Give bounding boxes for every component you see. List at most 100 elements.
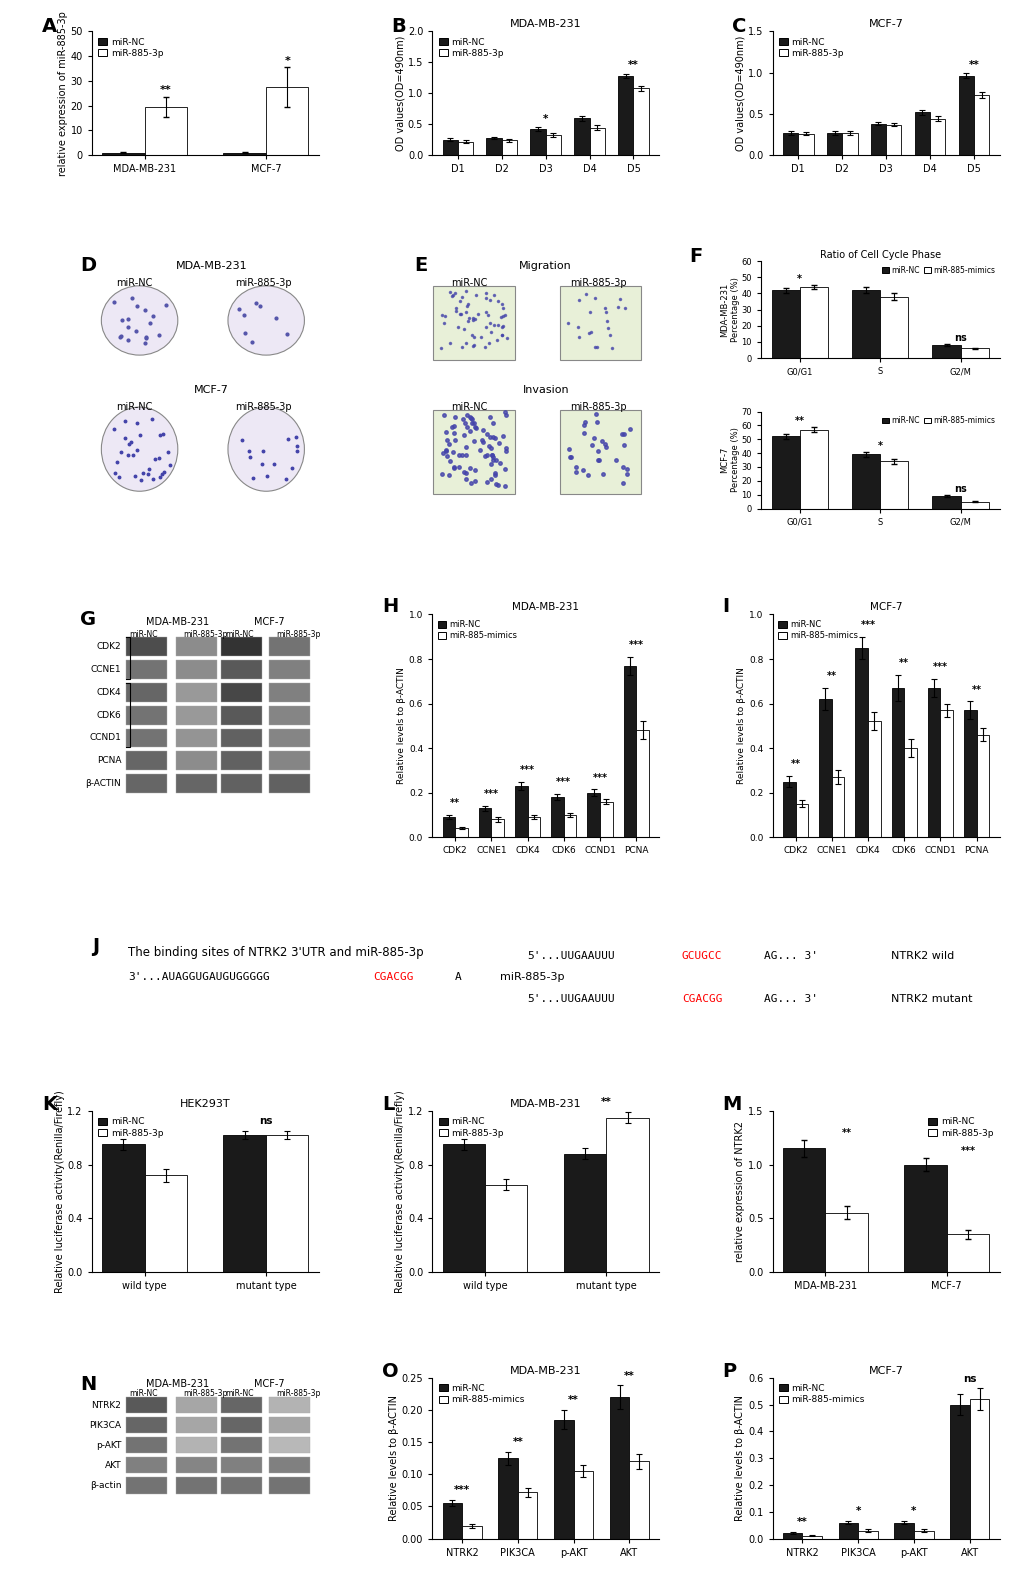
Y-axis label: relative expression of miR-885-3p: relative expression of miR-885-3p bbox=[57, 11, 67, 176]
Bar bbox=[221, 1477, 262, 1493]
Bar bbox=[269, 659, 310, 678]
Bar bbox=[175, 683, 216, 702]
Text: O: O bbox=[382, 1361, 398, 1380]
Text: B: B bbox=[391, 17, 406, 36]
Bar bbox=[125, 659, 166, 678]
Bar bbox=[783, 782, 795, 837]
Title: MDA-MB-231: MDA-MB-231 bbox=[512, 603, 579, 612]
Text: p-AKT: p-AKT bbox=[96, 1441, 121, 1449]
Text: 3'...AUAGGUGAUGUGGGGG: 3'...AUAGGUGAUGUGGGGG bbox=[128, 972, 270, 983]
Text: ns: ns bbox=[962, 1374, 975, 1383]
Bar bbox=[783, 133, 798, 155]
Bar bbox=[269, 774, 310, 793]
Bar bbox=[223, 152, 266, 155]
Legend: miR-NC, miR-885-3p: miR-NC, miR-885-3p bbox=[96, 1115, 165, 1140]
Bar bbox=[605, 1118, 648, 1272]
Bar bbox=[269, 1397, 310, 1413]
Text: **: ** bbox=[796, 1517, 807, 1528]
Text: I: I bbox=[722, 597, 730, 615]
Bar bbox=[125, 1418, 166, 1433]
Bar bbox=[269, 1437, 310, 1454]
Text: A: A bbox=[42, 17, 57, 36]
Text: MDA-MB-231: MDA-MB-231 bbox=[147, 617, 209, 626]
Text: CGACGG: CGACGG bbox=[373, 972, 414, 983]
Bar bbox=[498, 1459, 518, 1539]
Bar bbox=[950, 1405, 969, 1539]
Bar bbox=[458, 141, 473, 155]
Legend: miR-NC, miR-885-3p: miR-NC, miR-885-3p bbox=[96, 36, 165, 60]
Legend: miR-NC, miR-885-mimics: miR-NC, miR-885-mimics bbox=[880, 416, 995, 425]
Bar bbox=[491, 820, 503, 837]
Bar bbox=[175, 728, 216, 747]
Text: miR-NC: miR-NC bbox=[450, 278, 487, 289]
Text: miR-NC: miR-NC bbox=[129, 630, 158, 639]
Text: M: M bbox=[722, 1094, 742, 1113]
Bar bbox=[442, 818, 454, 837]
Text: miR-NC: miR-NC bbox=[450, 402, 487, 413]
Text: **: ** bbox=[600, 1097, 611, 1107]
Text: ***: *** bbox=[860, 620, 874, 630]
Bar bbox=[175, 1397, 216, 1413]
Y-axis label: Relative levels to β-ACTIN: Relative levels to β-ACTIN bbox=[388, 1396, 398, 1521]
Bar bbox=[175, 1418, 216, 1433]
Text: **: ** bbox=[790, 760, 800, 769]
Bar bbox=[913, 1531, 932, 1539]
Text: GCUGCC: GCUGCC bbox=[681, 950, 721, 961]
Text: *: * bbox=[876, 441, 881, 451]
Bar bbox=[929, 119, 945, 155]
Bar bbox=[973, 94, 988, 155]
Text: **: ** bbox=[449, 798, 460, 809]
Text: miR-885-3p: miR-885-3p bbox=[276, 630, 320, 639]
Text: miR-885-3p: miR-885-3p bbox=[235, 278, 291, 289]
Bar bbox=[545, 135, 560, 155]
Bar bbox=[221, 1457, 262, 1473]
Text: CDK4: CDK4 bbox=[97, 688, 121, 697]
Text: ***: *** bbox=[520, 765, 535, 776]
Text: MCF-7: MCF-7 bbox=[254, 1380, 284, 1389]
Bar bbox=[501, 140, 517, 155]
Bar bbox=[442, 1502, 462, 1539]
Bar bbox=[266, 1135, 308, 1272]
Text: miR-NC: miR-NC bbox=[116, 402, 153, 413]
Bar bbox=[102, 1145, 145, 1272]
Text: CCNE1: CCNE1 bbox=[91, 664, 121, 674]
Text: K: K bbox=[42, 1094, 57, 1113]
Text: **: ** bbox=[968, 60, 978, 69]
Title: MCF-7: MCF-7 bbox=[869, 603, 902, 612]
Text: C: C bbox=[731, 17, 746, 36]
Bar bbox=[867, 721, 879, 837]
Bar bbox=[433, 286, 515, 360]
Bar bbox=[851, 454, 879, 509]
Text: *: * bbox=[542, 113, 548, 124]
Bar bbox=[958, 75, 973, 155]
Text: ns: ns bbox=[954, 484, 966, 495]
Bar bbox=[518, 1492, 537, 1539]
Text: miR-885-3p: miR-885-3p bbox=[235, 402, 291, 413]
Bar bbox=[221, 637, 262, 656]
Bar bbox=[587, 793, 599, 837]
Y-axis label: OD values(OD=490nm): OD values(OD=490nm) bbox=[735, 36, 745, 151]
Legend: miR-NC, miR-885-3p: miR-NC, miR-885-3p bbox=[436, 36, 505, 60]
Bar bbox=[618, 75, 633, 155]
Text: MDA-MB-231: MDA-MB-231 bbox=[175, 261, 247, 272]
Text: H: H bbox=[382, 597, 398, 615]
Bar bbox=[478, 809, 491, 837]
Bar bbox=[783, 1532, 802, 1539]
Bar bbox=[125, 774, 166, 793]
Text: CGACGG: CGACGG bbox=[681, 994, 721, 1003]
Bar bbox=[486, 138, 501, 155]
Bar bbox=[636, 730, 648, 837]
Text: P: P bbox=[722, 1361, 736, 1380]
Bar bbox=[553, 1419, 573, 1539]
Bar bbox=[462, 1526, 481, 1539]
Bar bbox=[221, 1397, 262, 1413]
Bar bbox=[629, 1462, 648, 1539]
Bar bbox=[826, 133, 842, 155]
Bar bbox=[269, 1457, 310, 1473]
Bar bbox=[221, 1418, 262, 1433]
Bar bbox=[969, 1399, 988, 1539]
Bar bbox=[454, 829, 468, 837]
Ellipse shape bbox=[228, 407, 304, 491]
Bar bbox=[125, 728, 166, 747]
Y-axis label: relative expression of NTRK2: relative expression of NTRK2 bbox=[735, 1121, 745, 1262]
